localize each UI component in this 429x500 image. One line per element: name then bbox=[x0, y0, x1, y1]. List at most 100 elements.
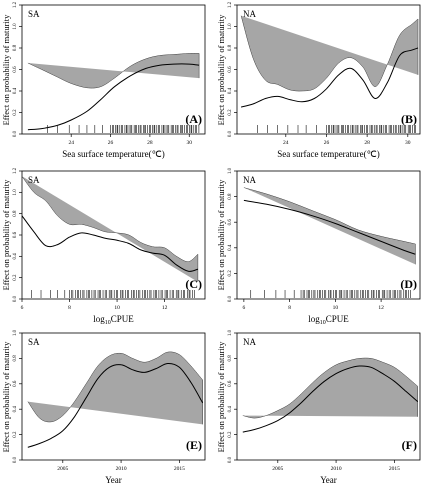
y-axis-title: Effect on probability of maturity bbox=[216, 179, 226, 291]
x-tick-label: 8 bbox=[68, 305, 71, 311]
y-tick-label: 0.4 bbox=[13, 406, 18, 413]
y-tick-label: 1.0 bbox=[228, 329, 233, 336]
fitted-line bbox=[21, 215, 199, 272]
x-axis-title: log10CPUE bbox=[308, 314, 349, 326]
panel-D: 0.0 0.2 0.4 0.6 0.8 1.0 6 8 10 12 NA (D) log10CPUE Ef… bbox=[216, 167, 421, 326]
x-tick-label: 2005 bbox=[57, 466, 68, 472]
rug bbox=[257, 125, 416, 133]
x-tick-label: 30 bbox=[187, 140, 193, 146]
fitted-line bbox=[243, 199, 416, 255]
x-tick-label: 10 bbox=[333, 305, 339, 311]
panel-tag: (B) bbox=[401, 112, 417, 126]
y-axis-title: Effect on probability of maturity bbox=[1, 14, 11, 126]
region-label: SA bbox=[28, 337, 40, 347]
y-tick-label: 0.4 bbox=[228, 406, 233, 413]
y-tick-label: 1.2 bbox=[13, 1, 18, 8]
y-tick-label: 0.6 bbox=[228, 66, 233, 73]
x-tick-label: 2015 bbox=[389, 466, 400, 472]
panel-B: 0.0 0.2 0.4 0.6 0.8 1.0 1.2 24 26 28 30 NA (B) Sea su… bbox=[216, 1, 421, 159]
x-axis-title: Sea surface temperature(℃) bbox=[62, 149, 165, 159]
y-tick-label: 0.8 bbox=[13, 44, 18, 51]
x-tick-label: 24 bbox=[283, 140, 289, 146]
confidence-band bbox=[242, 357, 418, 419]
x-tick-label: 30 bbox=[405, 140, 411, 146]
panel-tag: (C) bbox=[185, 277, 202, 291]
x-tick-label: 28 bbox=[364, 140, 370, 146]
y-tick-label: 0.2 bbox=[228, 431, 233, 438]
rug bbox=[250, 290, 411, 298]
x-tick-label: 12 bbox=[162, 305, 168, 311]
x-tick-label: 24 bbox=[68, 140, 74, 146]
x-tick-label: 26 bbox=[108, 140, 114, 146]
x-tick-label: 2010 bbox=[331, 466, 342, 472]
y-axis-title: Effect on probability of maturity bbox=[1, 179, 11, 291]
y-tick-label: 0.4 bbox=[228, 87, 233, 94]
y-tick-label: 1.0 bbox=[13, 189, 18, 196]
confidence-band bbox=[243, 187, 416, 265]
panel-tag: (E) bbox=[186, 438, 202, 452]
y-tick-label: 0.8 bbox=[228, 193, 233, 200]
x-axis-title: Year bbox=[320, 475, 337, 485]
y-axis-title: Effect on probability of maturity bbox=[1, 341, 11, 453]
fitted-line bbox=[240, 47, 419, 108]
x-tick-label: 2015 bbox=[174, 466, 185, 472]
plot-frame bbox=[21, 170, 206, 300]
rug bbox=[31, 290, 195, 298]
confidence-band bbox=[21, 176, 199, 282]
x-tick-label: 26 bbox=[324, 140, 330, 146]
fitted-line bbox=[242, 365, 419, 433]
fitted-line bbox=[27, 362, 204, 448]
confidence-band bbox=[27, 351, 203, 425]
y-tick-label: 0.0 bbox=[228, 130, 233, 137]
x-tick-label: 12 bbox=[378, 305, 384, 311]
region-label: NA bbox=[243, 9, 256, 19]
y-tick-label: 0.8 bbox=[13, 210, 18, 217]
y-tick-label: 0.0 bbox=[228, 295, 233, 302]
y-tick-label: 0.4 bbox=[13, 253, 18, 260]
y-tick-label: 0.6 bbox=[13, 380, 18, 387]
y-tick-label: 0.8 bbox=[228, 44, 233, 51]
y-tick-label: 0.6 bbox=[13, 231, 18, 238]
y-tick-label: 1.0 bbox=[228, 167, 233, 174]
y-tick-label: 1.0 bbox=[228, 23, 233, 30]
y-tick-label: 1.2 bbox=[13, 167, 18, 174]
x-tick-label: 2010 bbox=[116, 466, 127, 472]
y-tick-label: 0.0 bbox=[228, 456, 233, 463]
y-axis-title: Effect on probability of maturity bbox=[216, 341, 226, 453]
y-axis-title: Effect on probability of maturity bbox=[216, 14, 226, 126]
panel-C: 0.0 0.2 0.4 0.6 0.8 1.0 1.2 6 8 10 12 SA (C) log10CPU… bbox=[1, 167, 206, 326]
region-label: NA bbox=[243, 337, 256, 347]
y-tick-label: 0.8 bbox=[13, 355, 18, 362]
region-label: SA bbox=[28, 175, 40, 185]
y-tick-label: 0.2 bbox=[228, 270, 233, 277]
y-tick-label: 0.4 bbox=[13, 87, 18, 94]
x-tick-label: 2005 bbox=[272, 466, 283, 472]
confidence-band bbox=[240, 15, 419, 92]
x-axis-title: Sea surface temperature(℃) bbox=[277, 149, 380, 159]
y-tick-label: 0.0 bbox=[13, 130, 18, 137]
panel-tag: (F) bbox=[402, 438, 417, 452]
x-axis-title: log10CPUE bbox=[93, 314, 134, 326]
y-tick-label: 1.2 bbox=[228, 1, 233, 8]
region-label: SA bbox=[28, 9, 40, 19]
panel-A: 0.0 0.2 0.4 0.6 0.8 1.0 1.2 24 26 28 30 SA (A) Sea su… bbox=[1, 1, 206, 159]
x-axis-title: Year bbox=[105, 475, 122, 485]
y-tick-label: 0.8 bbox=[228, 355, 233, 362]
panel-E: 0.0 0.2 0.4 0.6 0.8 1.0 2005 2010 2015 SA (E) Year E… bbox=[1, 329, 206, 485]
y-tick-label: 0.6 bbox=[228, 380, 233, 387]
panel-F: 0.0 0.2 0.4 0.6 0.8 1.0 2005 2010 2015 NA (F) Year E… bbox=[216, 329, 421, 485]
region-label: NA bbox=[243, 175, 256, 185]
y-tick-label: 0.2 bbox=[228, 109, 233, 116]
y-tick-label: 0.4 bbox=[228, 244, 233, 251]
y-tick-label: 1.0 bbox=[13, 329, 18, 336]
y-tick-label: 0.2 bbox=[13, 109, 18, 116]
y-tick-label: 0.6 bbox=[228, 219, 233, 226]
y-tick-label: 0.6 bbox=[13, 66, 18, 73]
y-tick-label: 0.0 bbox=[13, 295, 18, 302]
y-tick-label: 0.2 bbox=[13, 274, 18, 281]
plot-frame bbox=[236, 170, 421, 300]
x-tick-label: 8 bbox=[288, 305, 291, 311]
panel-tag: (A) bbox=[185, 112, 202, 126]
x-tick-label: 6 bbox=[21, 305, 24, 311]
x-tick-label: 10 bbox=[114, 305, 120, 311]
